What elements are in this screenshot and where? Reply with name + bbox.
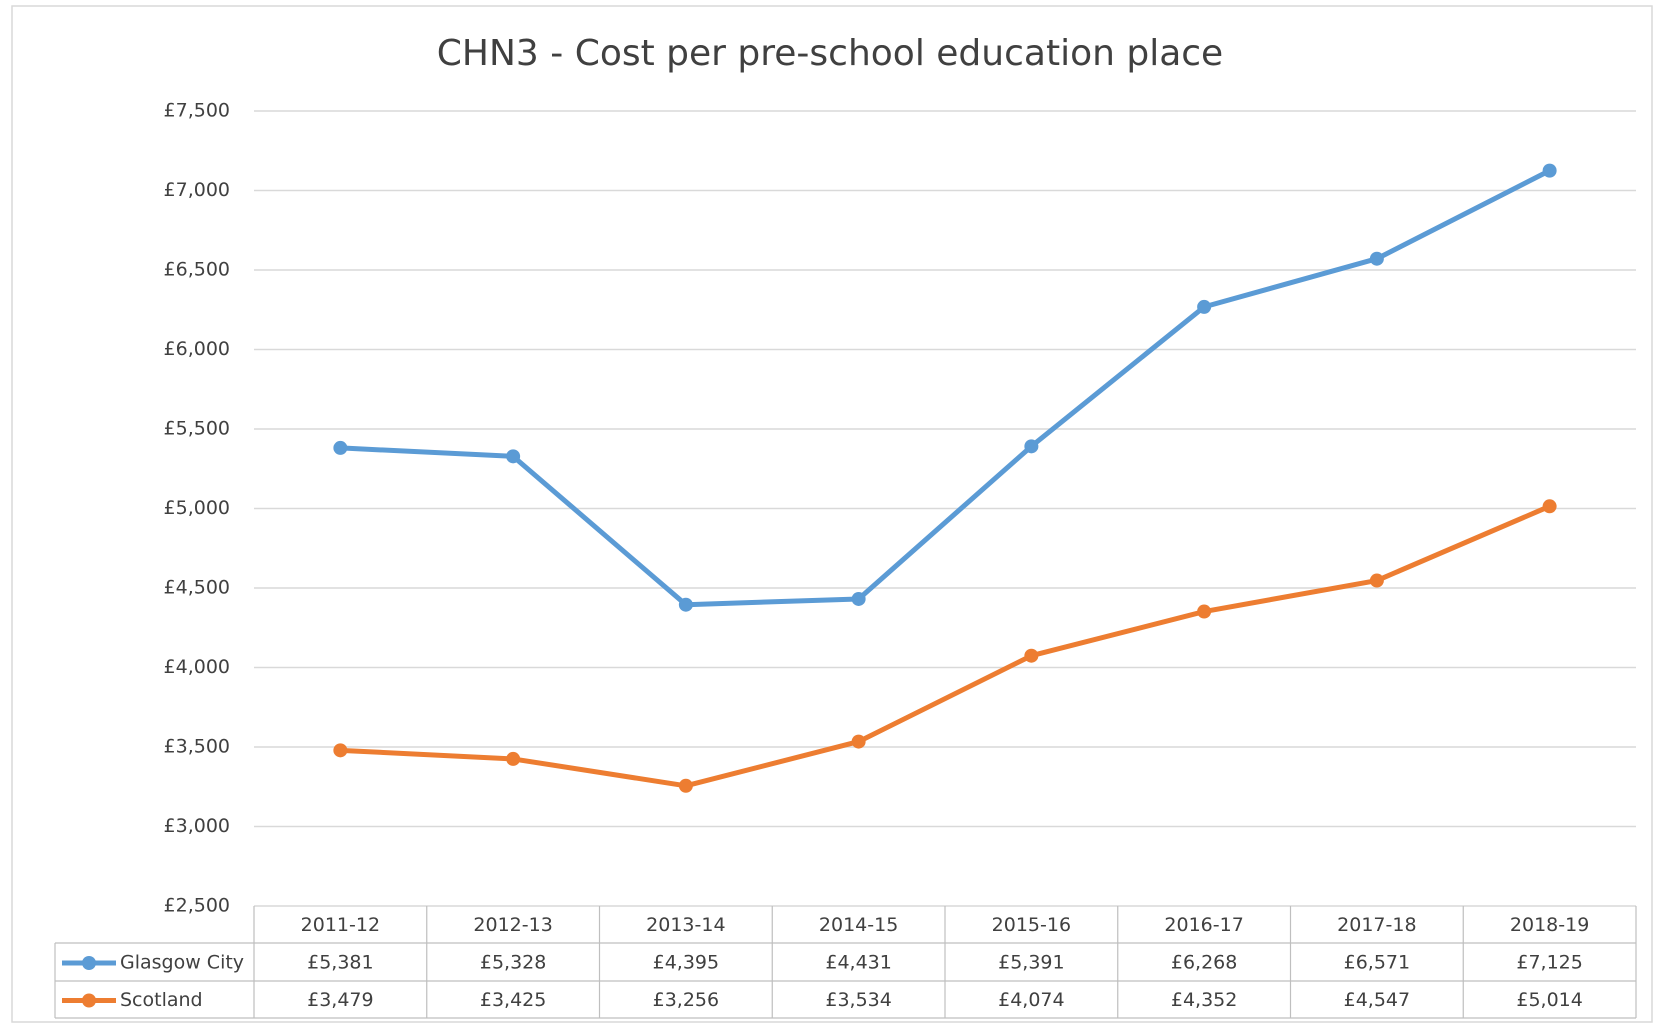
point xyxy=(1197,604,1212,619)
x-tick-label: 2018-19 xyxy=(1510,914,1589,936)
table-value: £6,571 xyxy=(1344,952,1410,974)
point xyxy=(333,440,348,455)
table-value: £3,479 xyxy=(307,989,373,1011)
x-tick-label: 2014-15 xyxy=(819,914,898,936)
point xyxy=(506,449,521,464)
table-value: £3,534 xyxy=(825,989,891,1011)
point xyxy=(1542,499,1557,514)
x-tick-label: 2015-16 xyxy=(992,914,1071,936)
table-value: £5,014 xyxy=(1516,989,1582,1011)
y-tick-label: £7,500 xyxy=(164,100,230,122)
point xyxy=(851,734,866,749)
y-tick-label: £4,500 xyxy=(164,577,230,599)
table-value: £7,125 xyxy=(1516,952,1582,974)
point xyxy=(678,778,693,793)
series-line xyxy=(340,168,1551,608)
y-tick-label: £4,000 xyxy=(164,656,230,678)
table-value: £6,268 xyxy=(1171,952,1237,974)
y-tick-label: £6,500 xyxy=(164,259,230,281)
table-value: £3,425 xyxy=(480,989,546,1011)
point xyxy=(1369,251,1384,266)
point xyxy=(1197,299,1212,314)
x-tick-label: 2012-13 xyxy=(473,914,552,936)
legend-marker xyxy=(82,956,96,970)
x-tick-label: 2011-12 xyxy=(301,914,380,936)
table-value: £4,395 xyxy=(653,952,719,974)
table-value: £4,547 xyxy=(1344,989,1410,1011)
point xyxy=(506,751,521,766)
legend-label: Glasgow City xyxy=(120,952,244,974)
x-tick-label: 2016-17 xyxy=(1164,914,1243,936)
point xyxy=(1024,648,1039,663)
x-tick-label: 2013-14 xyxy=(646,914,725,936)
table-value: £5,381 xyxy=(307,952,373,974)
x-tick-label: 2017-18 xyxy=(1337,914,1416,936)
y-tick-label: £7,000 xyxy=(164,179,230,201)
point xyxy=(1542,163,1557,178)
y-tick-label: £5,500 xyxy=(164,418,230,440)
legend-marker xyxy=(82,993,96,1008)
y-tick-label: £3,500 xyxy=(164,736,230,758)
point xyxy=(851,591,866,606)
chart-area xyxy=(11,5,1653,1023)
point xyxy=(1369,573,1384,588)
table-value: £4,431 xyxy=(825,952,891,974)
y-tick-label: £2,500 xyxy=(164,895,230,917)
legend-label: Scotland xyxy=(120,989,203,1011)
point xyxy=(333,743,348,758)
point xyxy=(1024,439,1039,454)
y-tick-label: £5,000 xyxy=(164,497,230,519)
y-tick-label: £3,000 xyxy=(164,815,230,837)
series-line xyxy=(340,503,1551,789)
table-value: £4,352 xyxy=(1171,989,1237,1011)
y-tick-label: £6,000 xyxy=(164,338,230,360)
table-value: £3,256 xyxy=(653,989,719,1011)
chart-title: CHN3 - Cost per pre-school education pla… xyxy=(437,33,1223,74)
table-value: £5,391 xyxy=(998,952,1064,974)
point xyxy=(678,597,693,612)
table-value: £4,074 xyxy=(998,989,1064,1011)
table-value: £5,328 xyxy=(480,952,546,974)
